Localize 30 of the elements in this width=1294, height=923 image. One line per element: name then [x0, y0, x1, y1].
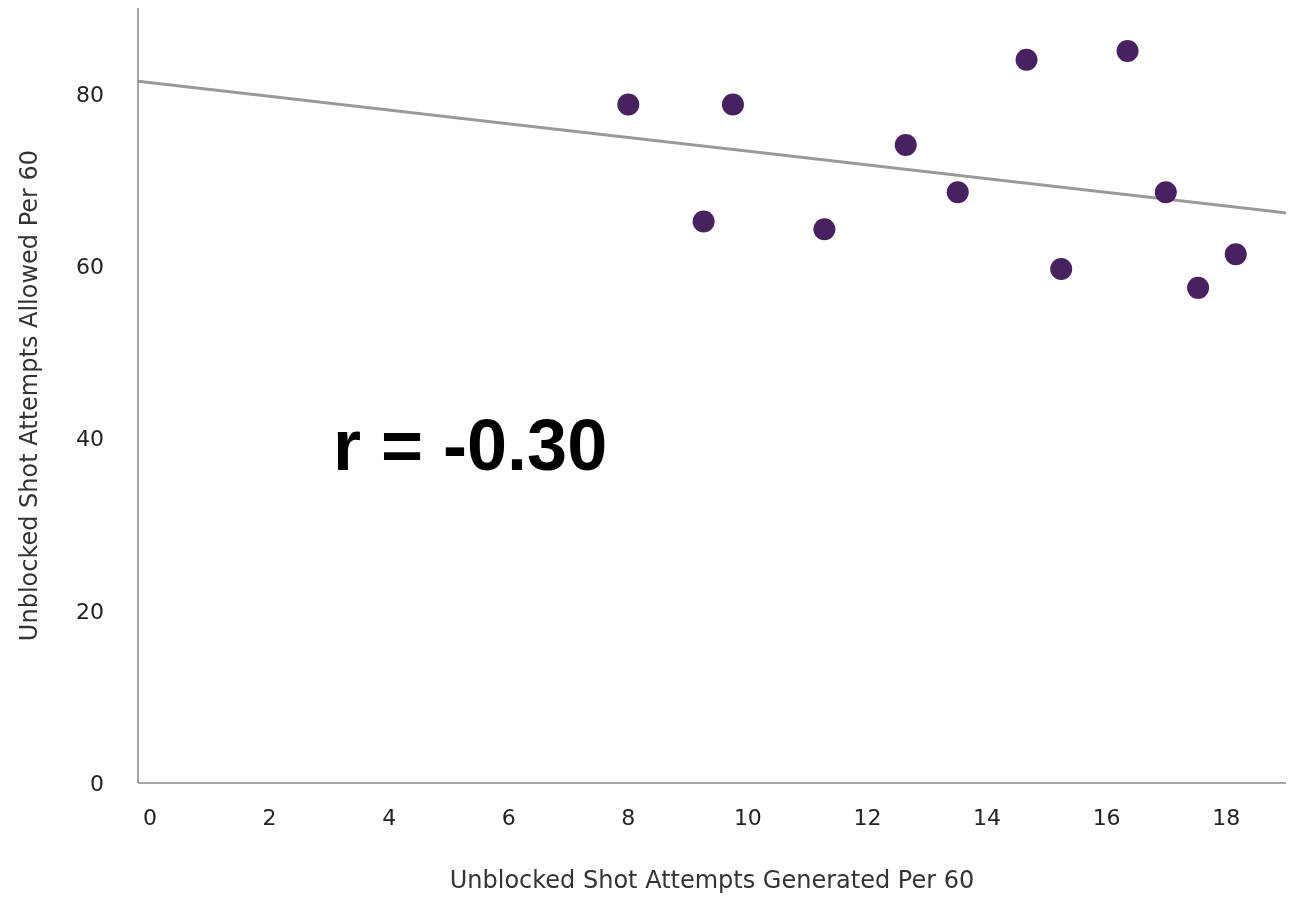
y-tick-label: 80 [76, 81, 104, 107]
x-tick-label: 6 [501, 804, 516, 830]
x-tick-label: 4 [382, 804, 397, 830]
x-axis-title: Unblocked Shot Attempts Generated Per 60 [449, 866, 975, 894]
x-tick-label: 8 [621, 804, 636, 830]
annotation: r = -0.30 [333, 405, 608, 485]
point [946, 181, 969, 204]
y-tick-label: 0 [90, 770, 104, 796]
point [1224, 243, 1247, 266]
x-tick-label: 14 [973, 804, 1002, 830]
y-tick-label: 40 [76, 426, 104, 452]
point [1116, 40, 1139, 63]
x-tick-label: 0 [142, 804, 157, 830]
point [1050, 257, 1073, 280]
point [813, 218, 836, 241]
y-tick-label: 60 [76, 254, 104, 280]
point [721, 93, 744, 116]
y-tick-label: 20 [76, 598, 104, 624]
point [1187, 276, 1210, 299]
point [894, 133, 917, 156]
x-tick-label: 2 [262, 804, 277, 830]
point [692, 210, 715, 233]
point [1154, 181, 1177, 204]
x-tick-label: 16 [1092, 804, 1121, 830]
y-axis-title: Unblocked Shot Attempts Allowed Per 60 [14, 149, 43, 642]
point [617, 93, 640, 116]
point [1015, 48, 1038, 71]
x-tick-label: 18 [1212, 804, 1241, 830]
x-tick-label: 10 [733, 804, 762, 830]
x-tick-label: 12 [853, 804, 882, 830]
